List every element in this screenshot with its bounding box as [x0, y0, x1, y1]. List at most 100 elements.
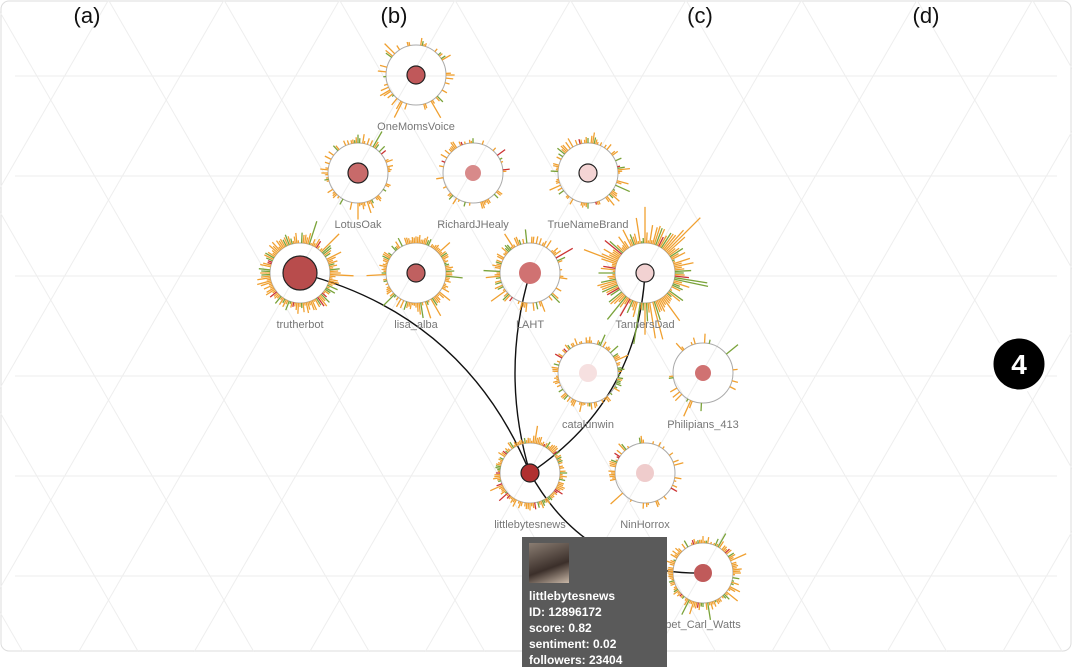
node-center — [636, 464, 654, 482]
node-spike — [675, 275, 685, 276]
node-spike — [610, 476, 616, 477]
node-spike — [533, 303, 534, 311]
node-spike — [618, 369, 625, 370]
node-spike — [581, 140, 582, 144]
node-spike — [552, 369, 558, 370]
node-spike — [638, 241, 639, 244]
node-center — [348, 163, 368, 183]
node-spike — [494, 476, 500, 477]
node-spike — [533, 503, 534, 508]
node-spike — [497, 479, 500, 480]
node-spike — [384, 281, 387, 282]
node-spike — [383, 279, 387, 280]
node-spike — [330, 276, 336, 277]
node-spike — [580, 342, 581, 344]
node-label: trutherbot — [276, 319, 323, 331]
column-label: (d) — [913, 3, 940, 28]
node-spike — [583, 203, 584, 208]
node-spike — [591, 136, 592, 143]
node-spike — [581, 341, 582, 344]
node-spike — [446, 278, 450, 279]
node-spike — [503, 169, 510, 170]
node-spike — [498, 481, 501, 482]
node-spike — [378, 71, 386, 72]
node-spike — [556, 181, 559, 182]
node-center — [283, 256, 317, 290]
node-spike — [324, 179, 328, 180]
node-spike — [296, 303, 297, 310]
node-spike — [641, 303, 642, 310]
node-spike — [675, 271, 691, 272]
node-spike — [697, 603, 698, 608]
node-spike — [424, 44, 425, 46]
node-spike — [290, 302, 291, 304]
tooltip-line: score: 0.82 — [529, 620, 660, 636]
node-spike — [597, 142, 598, 144]
node-spike — [409, 302, 410, 306]
node-spike — [330, 268, 334, 269]
node-spike — [526, 503, 527, 509]
node-label: lisa_alba — [394, 319, 438, 331]
node-spike — [500, 462, 502, 463]
column-label: (b) — [381, 3, 408, 28]
step-badge-text: 4 — [1011, 349, 1027, 380]
node-label: OneMomsVoice — [377, 121, 455, 133]
node-spike — [560, 476, 567, 477]
node-spike — [715, 600, 716, 602]
node-spike — [560, 478, 563, 479]
node-spike — [364, 202, 365, 206]
node-spike — [311, 243, 312, 245]
node-spike — [591, 403, 592, 410]
node-center — [694, 564, 712, 582]
node-spike — [428, 300, 429, 302]
node-spike — [518, 501, 519, 504]
node-spike — [525, 503, 526, 507]
node-spike — [445, 266, 449, 267]
tooltip-line: followers: 23404 — [529, 652, 660, 667]
node-spike — [419, 235, 420, 243]
node-spike — [525, 303, 526, 308]
node-spike — [653, 441, 654, 444]
node-spike — [699, 603, 700, 610]
node-spike — [327, 181, 329, 182]
node-spike — [712, 602, 713, 605]
node-spike — [267, 279, 271, 280]
node-spike — [541, 443, 542, 445]
node-label: TrueNameBrand — [548, 219, 629, 231]
node-spike — [698, 540, 699, 543]
node-center — [407, 264, 425, 282]
node-spike — [617, 166, 620, 167]
tooltip: littlebytesnews ID: 12896172 score: 0.82… — [522, 537, 667, 667]
node-spike — [674, 481, 676, 482]
node-spike — [445, 263, 447, 264]
node-spike — [412, 237, 413, 243]
node-spike — [647, 232, 648, 243]
node-spike — [353, 140, 354, 144]
node-spike — [709, 340, 710, 344]
node-label: TannersDad — [615, 319, 674, 331]
node-spike — [668, 568, 673, 569]
node-spike — [651, 240, 652, 244]
node-center — [636, 264, 654, 282]
node-spike — [495, 468, 500, 469]
node-spike — [733, 569, 742, 570]
node-spike — [421, 240, 422, 244]
node-spike — [443, 260, 445, 261]
node-spike — [385, 263, 387, 264]
node-spike — [711, 542, 712, 544]
node-spike — [674, 560, 676, 561]
node-spike — [732, 581, 734, 582]
node-center — [579, 364, 597, 382]
node-spike — [533, 237, 534, 243]
node-spike — [714, 543, 715, 545]
node-spike — [706, 603, 707, 610]
node-spike — [496, 278, 500, 279]
column-label: (c) — [687, 3, 713, 28]
node-spike — [320, 169, 328, 170]
node-spike — [559, 466, 563, 467]
node-label: LAHT — [516, 319, 544, 331]
node-center — [521, 464, 539, 482]
node-spike — [670, 578, 674, 579]
node-spike — [618, 378, 623, 379]
tooltip-line: ID: 12896172 — [529, 604, 660, 620]
